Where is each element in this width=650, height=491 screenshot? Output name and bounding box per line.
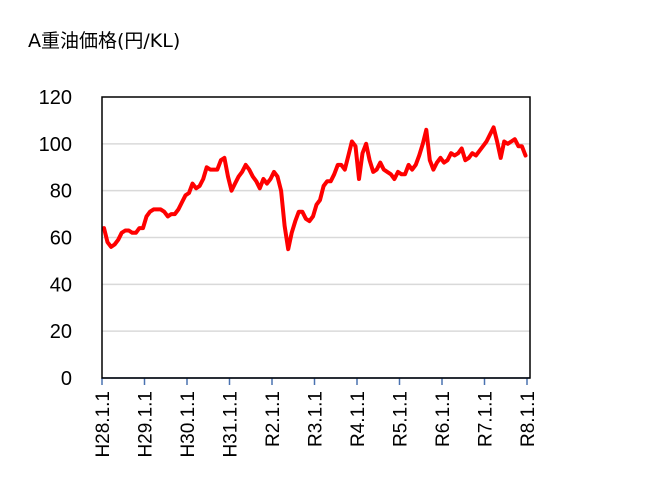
- x-tick-label: H30.1.1: [178, 391, 199, 458]
- gridlines: [102, 143, 530, 332]
- y-tick-label: 120: [39, 87, 72, 109]
- y-tick-label: 40: [50, 274, 72, 296]
- y-tick-label: 20: [50, 321, 72, 343]
- y-axis-tick-labels: 0 20 40 60 80 100 120: [39, 87, 72, 390]
- y-tick-label: 80: [50, 181, 72, 203]
- x-tick-label: R4.1.1: [348, 391, 369, 447]
- x-tick-label: R8.1.1: [518, 391, 539, 447]
- x-tick-label: H29.1.1: [136, 391, 157, 458]
- plot-area-border: [101, 96, 531, 379]
- chart-title: A重油価格(円/KL): [28, 30, 181, 52]
- y-tick-label: 60: [50, 228, 72, 250]
- x-axis: H28.1.1 H29.1.1 H30.1.1 H31.1.1 R2.1.1 R3.1.1…: [93, 377, 539, 458]
- x-tick-label: R2.1.1: [263, 391, 284, 447]
- x-tick-label: R7.1.1: [476, 391, 497, 447]
- x-tick-label: R3.1.1: [306, 391, 327, 447]
- y-tick-label: 100: [39, 134, 72, 156]
- x-tick-label: R6.1.1: [433, 391, 454, 447]
- x-tick-label: R5.1.1: [391, 391, 412, 447]
- y-tick-label: 0: [61, 368, 72, 390]
- price-line: [102, 125, 528, 252]
- x-tick-label: H31.1.1: [221, 391, 242, 458]
- x-tick-label: H28.1.1: [93, 391, 114, 458]
